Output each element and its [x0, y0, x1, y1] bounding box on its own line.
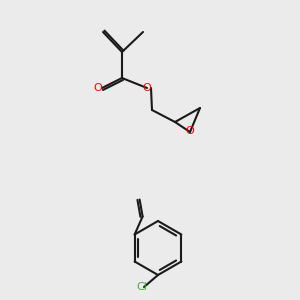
Text: Cl: Cl	[136, 282, 147, 292]
Text: O: O	[186, 126, 194, 136]
Text: O: O	[94, 83, 102, 93]
Text: O: O	[142, 83, 152, 93]
